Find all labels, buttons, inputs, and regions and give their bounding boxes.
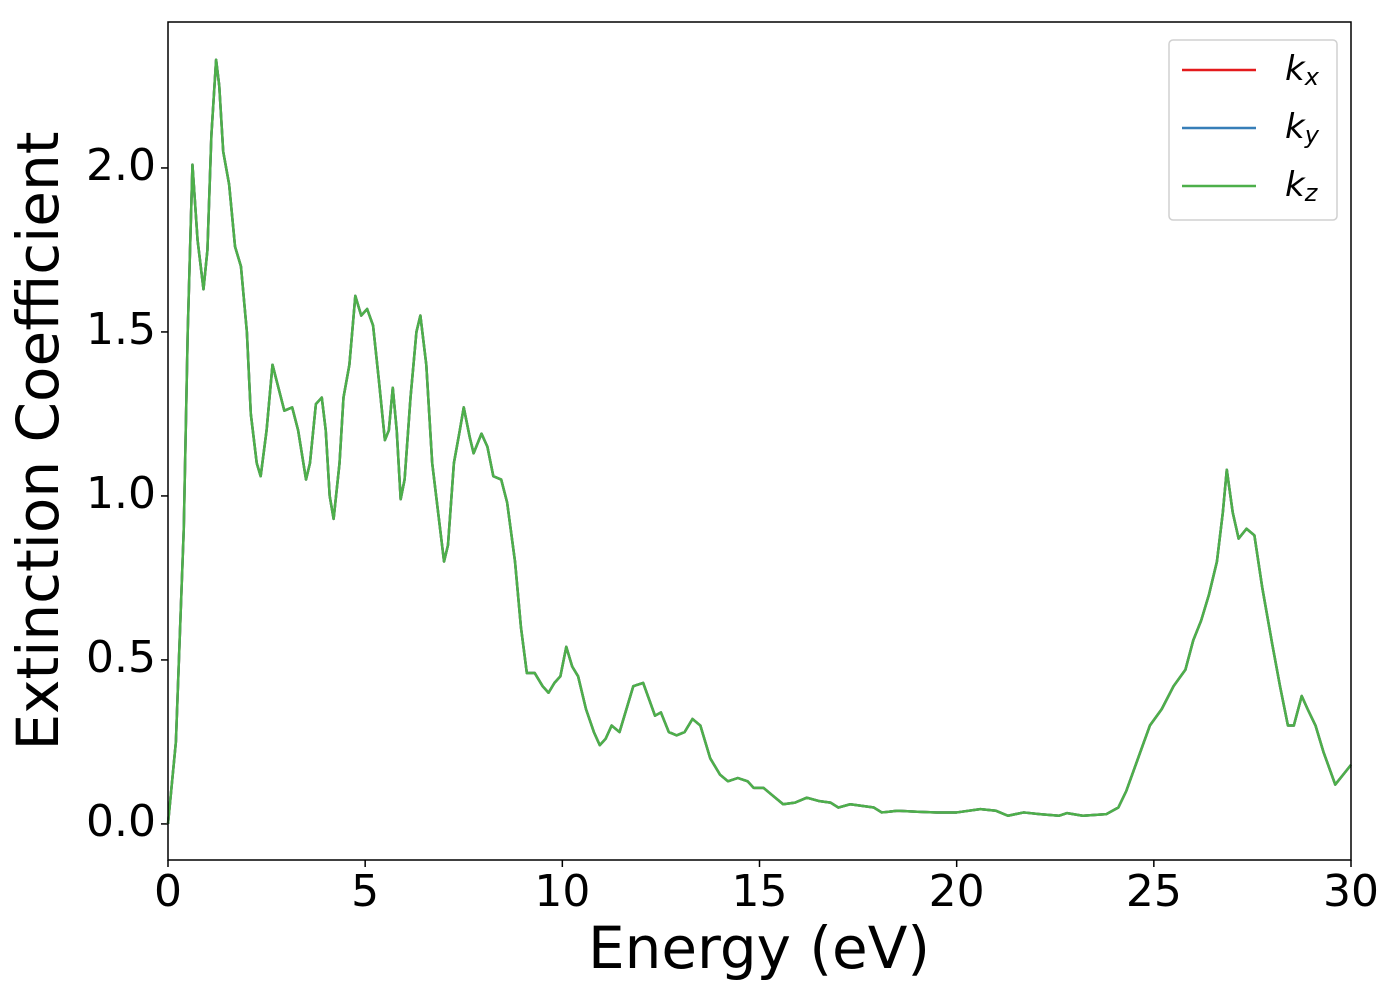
legend-label: ky <box>1285 107 1320 150</box>
x-tick-label: 30 <box>1323 866 1379 917</box>
data-line <box>166 58 1352 825</box>
y-tick-label: 0.0 <box>86 796 156 847</box>
legend-label: kz <box>1285 165 1319 208</box>
y-tick-label: 2.0 <box>86 140 156 191</box>
plot-frame <box>167 21 1352 861</box>
legend: kx ky kz <box>1168 39 1338 221</box>
x-tick-label: 25 <box>1126 866 1182 917</box>
x-tick-label: 10 <box>534 866 590 917</box>
x-axis-label: Energy (eV) <box>588 914 930 982</box>
legend-frame <box>1168 39 1338 221</box>
x-tick-label: 0 <box>154 866 182 917</box>
y-axis-label: Extinction Coefficient <box>4 132 72 751</box>
y-tick-label: 0.5 <box>86 632 156 683</box>
legend-label: kx <box>1285 49 1320 92</box>
x-tick-label: 20 <box>929 866 985 917</box>
x-tick-label: 15 <box>732 866 788 917</box>
x-tick-label: 5 <box>351 866 379 917</box>
y-tick-label: 1.0 <box>86 468 156 519</box>
y-tick-label: 1.5 <box>86 304 156 355</box>
